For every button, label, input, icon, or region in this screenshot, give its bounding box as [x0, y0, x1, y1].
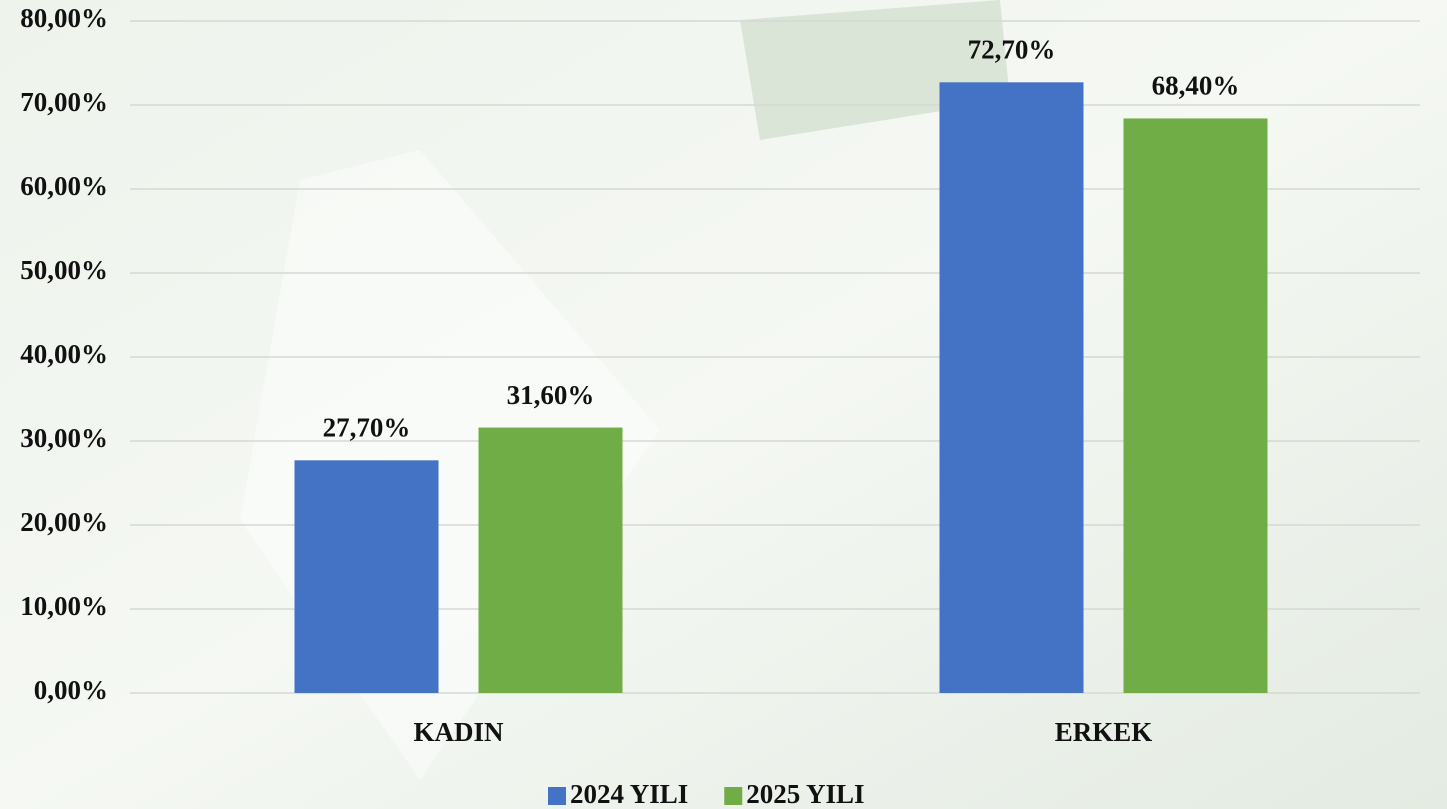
y-tick-label: 30,00%	[20, 423, 108, 453]
legend-swatch	[724, 787, 743, 805]
y-tick-label: 70,00%	[20, 87, 108, 117]
legend-label: 2025 YILI	[746, 779, 864, 809]
x-tick-label: ERKEK	[1055, 717, 1153, 747]
y-tick-label: 80,00%	[20, 3, 108, 33]
y-tick-label: 50,00%	[20, 255, 108, 285]
y-tick-label: 60,00%	[20, 171, 108, 201]
data-label: 68,40%	[1152, 71, 1240, 101]
bar	[478, 427, 623, 693]
data-label: 27,70%	[323, 413, 411, 443]
bar	[939, 82, 1084, 693]
data-label: 72,70%	[968, 35, 1056, 65]
y-tick-label: 40,00%	[20, 339, 108, 369]
y-tick-label: 10,00%	[20, 591, 108, 621]
y-tick-label: 20,00%	[20, 507, 108, 537]
bar	[1123, 118, 1268, 693]
data-label: 31,60%	[507, 380, 595, 410]
legend-label: 2024 YILI	[570, 779, 688, 809]
y-tick-label: 0,00%	[34, 675, 108, 705]
legend-swatch	[548, 787, 566, 805]
x-tick-label: KADIN	[413, 717, 504, 747]
bar	[294, 460, 439, 693]
